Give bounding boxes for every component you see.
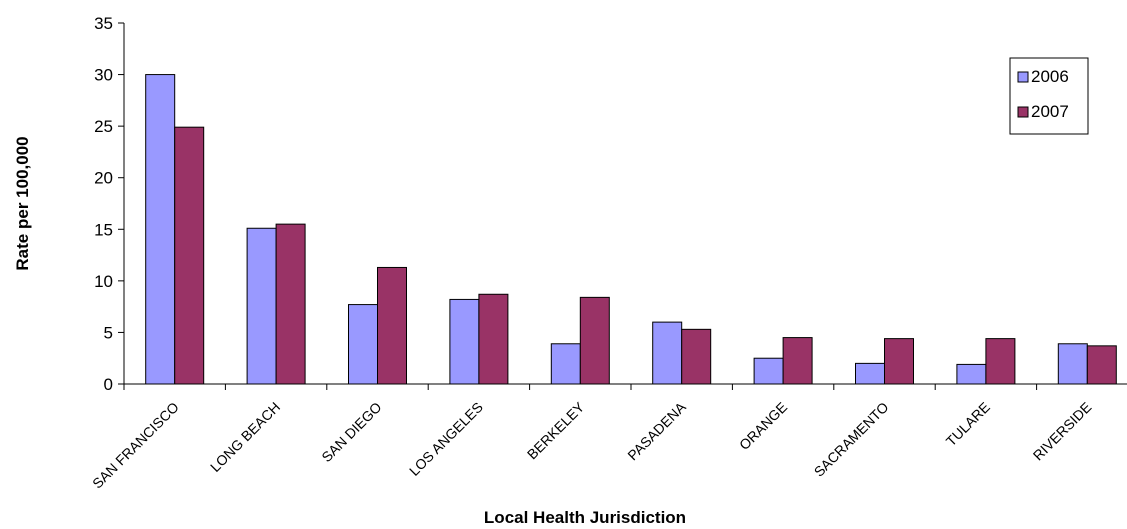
bar-2007-sacramento (884, 338, 914, 385)
bar-2006-san-francisco (145, 74, 176, 385)
category-labels: SAN FRANCISCO LONG BEACH SAN DIEGO LOS ANGE… (89, 398, 1094, 491)
bar-2006-berkeley (550, 343, 581, 385)
bar-2006-san-diego (348, 304, 378, 385)
category-label: TULARE (943, 399, 993, 449)
bar-2006-orange (753, 357, 784, 385)
bar-2007-pasadena (681, 328, 712, 385)
category-label: SACRAMENTO (811, 399, 892, 480)
category-label: SAN FRANCISCO (89, 399, 182, 492)
x-axis-title: Local Health Jurisdiction (484, 508, 686, 527)
category-label: LONG BEACH (207, 399, 283, 475)
y-axis: 0 5 10 15 20 25 30 35 (94, 14, 125, 394)
legend-label-2006: 2006 (1031, 67, 1069, 86)
legend: 2006 2007 (1009, 57, 1089, 135)
y-axis-title: Rate per 100,000 (13, 136, 32, 270)
y-tick-label: 10 (94, 272, 113, 291)
bars (145, 74, 1117, 385)
legend-label-2007: 2007 (1031, 102, 1069, 121)
category-label: BERKELEY (524, 398, 588, 462)
y-tick-label: 25 (94, 117, 113, 136)
category-label: PASADENA (624, 398, 689, 463)
bar-2006-long-beach (246, 227, 277, 385)
y-tick-label: 0 (104, 375, 113, 394)
category-label: LOS ANGELES (406, 399, 486, 479)
category-label: RIVERSIDE (1030, 399, 1095, 464)
legend-swatch-2006 (1017, 71, 1029, 83)
category-label: ORANGE (736, 399, 790, 453)
bar-2007-tulare (985, 338, 1016, 385)
y-tick-label: 15 (94, 220, 113, 239)
legend-swatch-2007 (1017, 106, 1029, 118)
y-tick-label: 30 (94, 66, 113, 85)
legend-box (1009, 57, 1089, 135)
bar-2007-san-diego (377, 266, 407, 385)
bar-2006-pasadena (652, 321, 683, 385)
bar-2007-orange (782, 337, 813, 385)
bar-2007-los-angeles (478, 293, 509, 385)
bar-2007-berkeley (579, 296, 610, 385)
bar-2007-long-beach (275, 223, 306, 385)
bar-2006-los-angeles (449, 298, 480, 385)
y-tick-label: 20 (94, 169, 113, 188)
bar-2006-sacramento (855, 362, 885, 385)
bar-2006-riverside (1057, 343, 1088, 385)
bar-2007-san-francisco (174, 126, 205, 385)
category-label: SAN DIEGO (318, 399, 384, 465)
bar-2007-riverside (1086, 345, 1117, 385)
x-axis (123, 383, 1127, 390)
y-tick-label: 35 (94, 14, 113, 33)
y-tick-label: 5 (104, 323, 113, 342)
bar-2006-tulare (956, 363, 987, 385)
